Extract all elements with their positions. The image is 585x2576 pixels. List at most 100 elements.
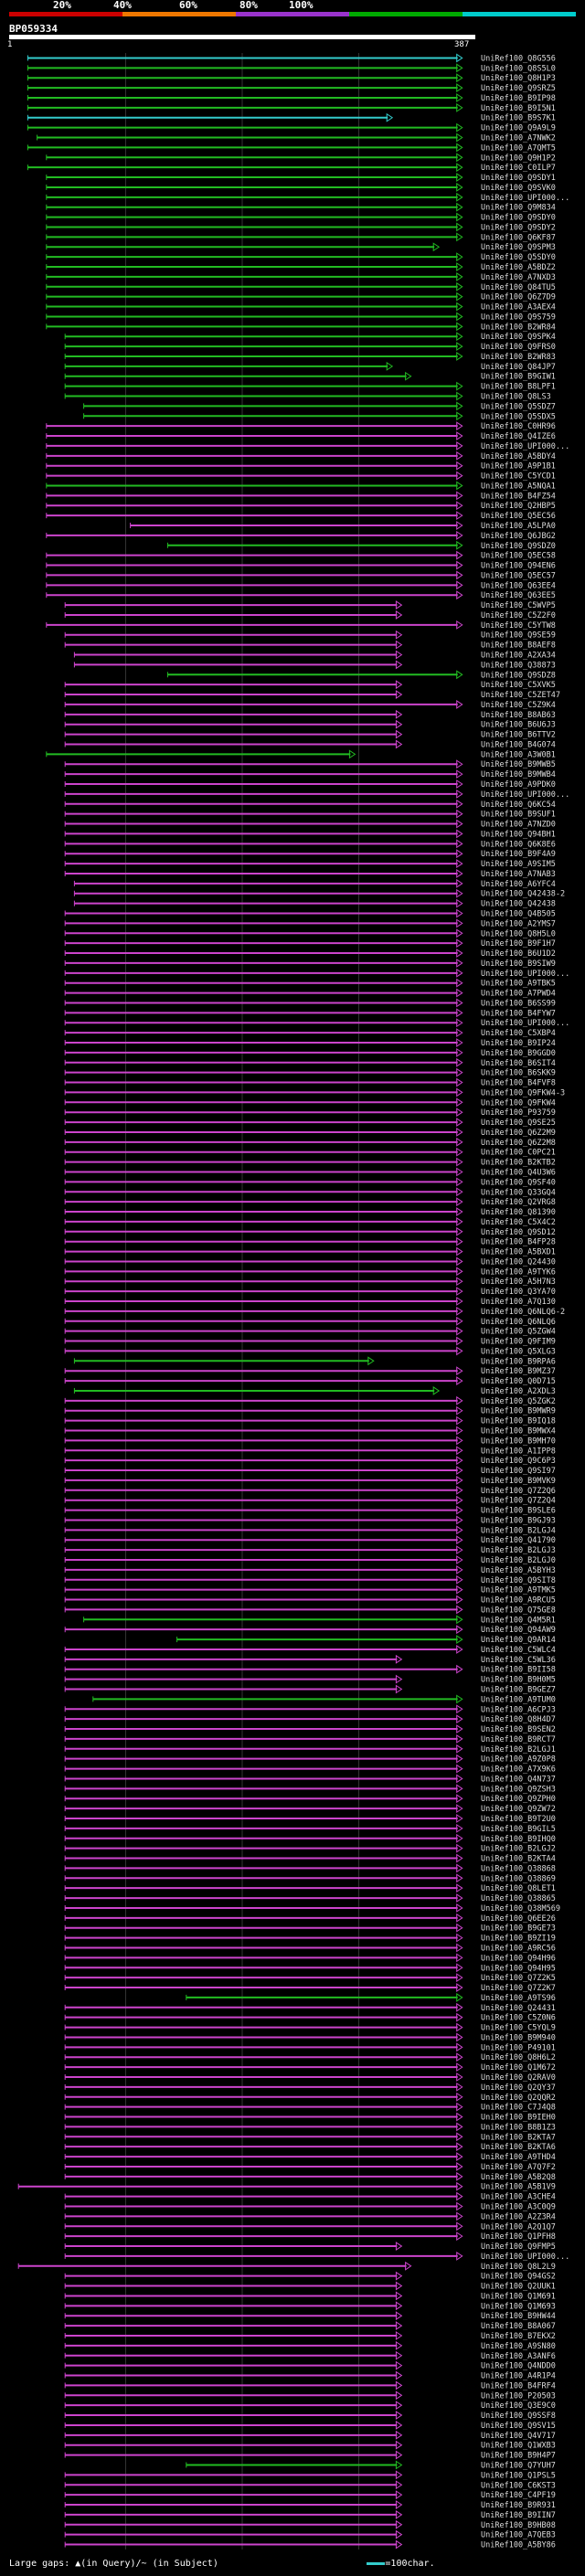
hit-row[interactable]: UniRef100_A3CHE4: [64, 2191, 556, 2202]
hit-label[interactable]: UniRef100_C5Z0N6: [481, 2014, 556, 2023]
hit-label[interactable]: UniRef100_B9F4A9: [481, 850, 556, 859]
hit-label[interactable]: UniRef100_Q9S759: [481, 313, 556, 322]
hit-row[interactable]: UniRef100_Q5SDZ7: [83, 401, 556, 411]
hit-label[interactable]: UniRef100_B6U6J3: [481, 721, 556, 730]
hit-label[interactable]: UniRef100_Q2UUK1: [481, 2283, 556, 2292]
hit-row[interactable]: UniRef100_B9GGD0: [64, 1047, 556, 1058]
hit-label[interactable]: UniRef100_Q24430: [481, 1257, 556, 1267]
hit-row[interactable]: UniRef100_Q9SPK4: [64, 332, 556, 342]
hit-row[interactable]: UniRef100_Q33GQ4: [64, 1187, 556, 1197]
hit-label[interactable]: UniRef100_Q9ZSH3: [481, 1785, 556, 1794]
hit-row[interactable]: UniRef100_A9TUM0: [92, 1694, 556, 1704]
hit-label[interactable]: UniRef100_Q9SF40: [481, 1178, 556, 1187]
hit-row[interactable]: UniRef100_UPI000...: [46, 192, 569, 203]
hit-row[interactable]: UniRef100_A7PWD4: [64, 988, 556, 999]
hit-row[interactable]: UniRef100_B9MWB4: [64, 769, 556, 779]
hit-label[interactable]: UniRef100_Q41790: [481, 1536, 556, 1545]
hit-label[interactable]: UniRef100_B9MVK9: [481, 1477, 556, 1486]
hit-row[interactable]: UniRef100_Q8LS3: [64, 391, 551, 402]
hit-row[interactable]: UniRef100_Q84JP7: [64, 361, 556, 372]
hit-row[interactable]: UniRef100_A9P1B1: [46, 461, 556, 472]
hit-row[interactable]: UniRef100_Q38M569: [64, 1903, 560, 1913]
hit-row[interactable]: UniRef100_C5Z9K4: [64, 699, 556, 710]
hit-row[interactable]: UniRef100_C0HR96: [46, 421, 556, 431]
hit-row[interactable]: UniRef100_C5WVP5: [64, 600, 556, 610]
hit-row[interactable]: UniRef100_Q9ZPH0: [64, 1794, 556, 1804]
hit-row[interactable]: UniRef100_Q6JBG2: [46, 530, 556, 541]
hit-label[interactable]: UniRef100_Q5SDZ7: [481, 402, 556, 411]
hit-row[interactable]: UniRef100_Q9FRS0: [64, 342, 556, 352]
hit-label[interactable]: UniRef100_B4FRF4: [481, 2381, 556, 2390]
hit-label[interactable]: UniRef100_B9F1H7: [481, 939, 556, 949]
hit-label[interactable]: UniRef100_B7EKX2: [481, 2332, 556, 2341]
hit-label[interactable]: UniRef100_B2LGJ0: [481, 1556, 556, 1565]
hit-label[interactable]: UniRef100_Q9FKW4-3: [481, 1088, 565, 1097]
hit-label[interactable]: UniRef100_B9GEZ7: [481, 1685, 556, 1694]
hit-row[interactable]: UniRef100_B8AEF8: [64, 640, 556, 651]
hit-label[interactable]: UniRef100_B2WR83: [481, 353, 556, 362]
hit-row[interactable]: UniRef100_Q38865: [64, 1893, 556, 1903]
hit-label[interactable]: UniRef100_Q8LET1: [481, 1884, 556, 1893]
hit-row[interactable]: UniRef100_Q9SSF8: [64, 2411, 556, 2421]
hit-label[interactable]: UniRef100_Q94EN6: [481, 562, 556, 571]
hit-label[interactable]: UniRef100_Q9FKW4: [481, 1098, 556, 1108]
hit-row[interactable]: UniRef100_C7J4Q8: [64, 2102, 556, 2113]
hit-row[interactable]: UniRef100_Q94BH1: [64, 829, 556, 839]
hit-label[interactable]: UniRef100_B2LGJ1: [481, 1745, 556, 1754]
hit-label[interactable]: UniRef100_B9GIL5: [481, 1825, 556, 1834]
hit-row[interactable]: UniRef100_Q4V717: [64, 2430, 556, 2441]
hit-row[interactable]: UniRef100_Q94GS2: [64, 2271, 556, 2282]
hit-label[interactable]: UniRef100_Q5XLG3: [481, 1347, 556, 1356]
hit-row[interactable]: UniRef100_B9SUF1: [64, 809, 556, 820]
hit-row[interactable]: UniRef100_B9GE73: [64, 1923, 556, 1934]
hit-label[interactable]: UniRef100_B9ZI19: [481, 1935, 556, 1944]
hit-row[interactable]: UniRef100_Q2RAV0: [64, 2072, 556, 2083]
hit-row[interactable]: UniRef100_B2KTA4: [64, 1853, 556, 1864]
hit-row[interactable]: UniRef100_Q94AW9: [64, 1625, 556, 1635]
hit-row[interactable]: UniRef100_Q81390: [64, 1207, 556, 1217]
hit-row[interactable]: UniRef100_A5BDZ2: [46, 262, 556, 272]
hit-label[interactable]: UniRef100_Q6EE26: [481, 1914, 556, 1924]
hit-row[interactable]: UniRef100_C0ILP7: [27, 163, 556, 173]
hit-row[interactable]: UniRef100_Q84TU5: [46, 281, 556, 292]
hit-row[interactable]: UniRef100_A6CPJ3: [64, 1704, 556, 1714]
hit-label[interactable]: UniRef100_B9SEN2: [481, 1725, 556, 1734]
hit-row[interactable]: UniRef100_B9IIN7: [64, 2509, 556, 2520]
hit-label[interactable]: UniRef100_Q8S5L0: [481, 64, 556, 73]
hit-label[interactable]: UniRef100_B9S7K1: [481, 114, 556, 123]
hit-row[interactable]: UniRef100_A5BYH3: [64, 1564, 556, 1575]
hit-label[interactable]: UniRef100_Q1M693: [481, 2302, 556, 2311]
hit-row[interactable]: UniRef100_A5BDY4: [46, 451, 556, 461]
hit-label[interactable]: UniRef100_B4FYW7: [481, 1009, 556, 1018]
hit-label[interactable]: UniRef100_A9TUM0: [481, 1695, 556, 1704]
hit-row[interactable]: UniRef100_B9MWR9: [64, 1405, 556, 1416]
hit-label[interactable]: UniRef100_C5WLC4: [481, 1646, 556, 1655]
hit-label[interactable]: UniRef100_B9I5N1: [481, 104, 556, 113]
hit-row[interactable]: UniRef100_B9MVK9: [64, 1475, 556, 1486]
hit-row[interactable]: UniRef100_B2KTA6: [64, 2142, 556, 2152]
hit-label[interactable]: UniRef100_Q9M834: [481, 204, 556, 213]
hit-label[interactable]: UniRef100_Q8H5L0: [481, 929, 556, 938]
hit-row[interactable]: UniRef100_A2XDL3: [73, 1386, 556, 1396]
hit-row[interactable]: UniRef100_Q6NLQ6-2: [64, 1306, 565, 1317]
hit-row[interactable]: UniRef100_Q8H5L0: [64, 928, 556, 938]
hit-row[interactable]: UniRef100_Q9FMP5: [64, 2242, 556, 2252]
hit-label[interactable]: UniRef100_B9GE73: [481, 1924, 556, 1934]
hit-row[interactable]: UniRef100_Q9SE59: [64, 630, 556, 641]
hit-label[interactable]: UniRef100_Q2VRG8: [481, 1198, 556, 1207]
hit-label[interactable]: UniRef100_C6KST3: [481, 2481, 556, 2490]
hit-label[interactable]: UniRef100_B9IQ18: [481, 1417, 556, 1426]
hit-label[interactable]: UniRef100_Q8G556: [481, 54, 556, 63]
hit-row[interactable]: UniRef100_A9RCU5: [64, 1595, 556, 1606]
hit-row[interactable]: UniRef100_Q24430: [64, 1256, 556, 1267]
hit-label[interactable]: UniRef100_Q38865: [481, 1894, 556, 1903]
hit-row[interactable]: UniRef100_A9TMK5: [64, 1585, 556, 1595]
hit-row[interactable]: UniRef100_Q38873: [73, 660, 556, 670]
hit-row[interactable]: UniRef100_B9H4P7: [64, 2450, 556, 2461]
hit-row[interactable]: UniRef100_B9S7K1: [27, 112, 556, 123]
hit-row[interactable]: UniRef100_B9GIL5: [64, 1823, 556, 1834]
hit-row[interactable]: UniRef100_B4FRF4: [64, 2380, 556, 2390]
hit-label[interactable]: UniRef100_Q9SI97: [481, 1467, 556, 1476]
hit-row[interactable]: UniRef100_B9IEH0: [64, 2112, 556, 2123]
hit-label[interactable]: UniRef100_B2KTA4: [481, 1855, 556, 1864]
